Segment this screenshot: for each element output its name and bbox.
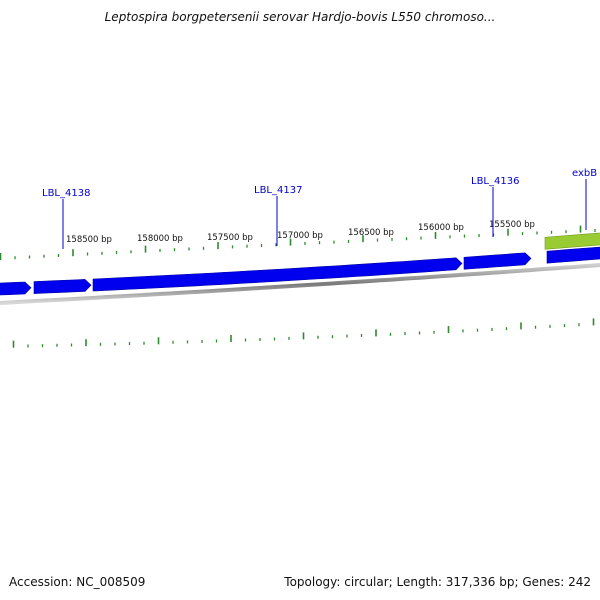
position-label-track: 158500 bp 158000 bp 157500 bp 157000 bp 1565…: [66, 220, 535, 245]
position-label: 157000 bp: [277, 231, 323, 241]
gene-arrow: [463, 252, 532, 270]
gene-label-track: LBL_4138 LBL_4137 LBL_4136 exbB: [42, 168, 597, 249]
gene-arrow: [33, 279, 92, 294]
position-label: 156500 bp: [348, 228, 394, 238]
gene-exbB-block: [544, 232, 600, 250]
gene-arrow: [546, 246, 600, 264]
gene-arrow: [92, 257, 463, 292]
gene-label: LBL_4136: [471, 176, 519, 187]
position-label: 157500 bp: [207, 233, 253, 243]
gene-label: LBL_4138: [42, 188, 90, 199]
map-title: Leptospira borgpetersenii serovar Hardjo…: [104, 10, 496, 24]
position-label: 158500 bp: [66, 235, 112, 245]
gene-track: [0, 232, 600, 296]
chromosome-backbone: [0, 263, 600, 305]
position-label: 156000 bp: [418, 223, 464, 233]
gene-label: LBL_4137: [254, 185, 302, 196]
position-label: 155500 bp: [489, 220, 535, 230]
lower-tick-track: [12, 318, 595, 348]
gene-label: exbB: [572, 168, 597, 179]
gene-arrow: [0, 281, 32, 296]
accession-label: Accession: NC_008509: [9, 575, 146, 589]
topology-summary: Topology: circular; Length: 317,336 bp; …: [284, 575, 591, 589]
upper-tick-track: [0, 225, 596, 260]
position-label: 158000 bp: [137, 234, 183, 244]
